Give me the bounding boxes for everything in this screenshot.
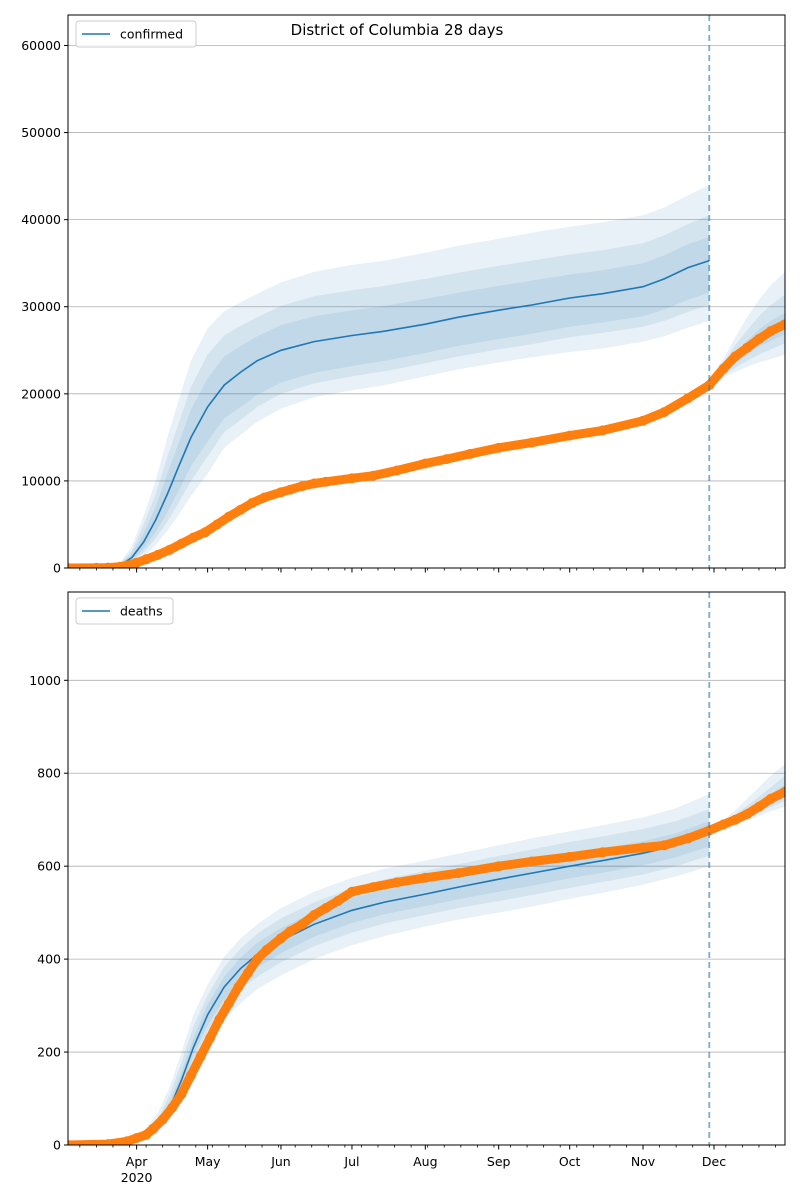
y-tick-label: 20000: [21, 386, 61, 401]
forecast-band: [709, 271, 785, 384]
y-tick-label: 0: [53, 561, 61, 576]
uncertainty-band: [68, 237, 710, 568]
y-tick-label: 30000: [21, 299, 61, 314]
uncertainty-band: [68, 794, 710, 1145]
x-tick-label: Oct: [559, 1154, 581, 1169]
legend-box: [75, 20, 197, 48]
axes-frame: [67, 14, 786, 569]
x-tick-label: Aug: [413, 1154, 437, 1169]
observed-trace: [68, 787, 785, 1145]
confirmed-panel: 0 10000 20000 30000 40000 50000 60000 confirmed: [21, 14, 786, 576]
y-tick-label: 0: [53, 1138, 61, 1153]
x-tick-label: Apr: [126, 1154, 148, 1169]
y-tick-label: 800: [37, 766, 61, 781]
axes-frame: [67, 591, 786, 1146]
y-tick-label: 600: [37, 859, 61, 874]
x-tick-label: Jun: [270, 1154, 291, 1169]
forecast-band: [709, 763, 785, 831]
x-tick-label: Sep: [487, 1154, 511, 1169]
uncertainty-band: [68, 809, 710, 1145]
y-tick-label: 50000: [21, 125, 61, 140]
y-tick-label: 1000: [29, 673, 61, 688]
x-tick-label: Dec: [702, 1154, 726, 1169]
y-tick-label: 200: [37, 1045, 61, 1060]
model-line: [68, 259, 710, 568]
legend: deaths: [75, 597, 174, 625]
legend: confirmed: [75, 20, 197, 48]
x-tick-label: Jul: [343, 1154, 359, 1169]
uncertainty-band: [68, 184, 710, 568]
legend-label: deaths: [120, 604, 163, 619]
y-tick-label: 400: [37, 952, 61, 967]
chart-title: District of Columbia 28 days: [291, 21, 504, 39]
x-tick-label: May: [195, 1154, 221, 1169]
plot-area: [68, 763, 785, 1145]
plot-area: [68, 184, 785, 568]
y-tick-label: 40000: [21, 212, 61, 227]
y-tick-label: 10000: [21, 473, 61, 488]
uncertainty-band: [68, 215, 710, 568]
legend-label: confirmed: [120, 27, 183, 42]
legend-box: [75, 597, 174, 625]
y-tick-label: 60000: [21, 38, 61, 53]
x-tick-label: Nov: [631, 1154, 656, 1169]
observed-trace: [68, 319, 785, 568]
x-tick-year-label: 2020: [121, 1170, 153, 1185]
